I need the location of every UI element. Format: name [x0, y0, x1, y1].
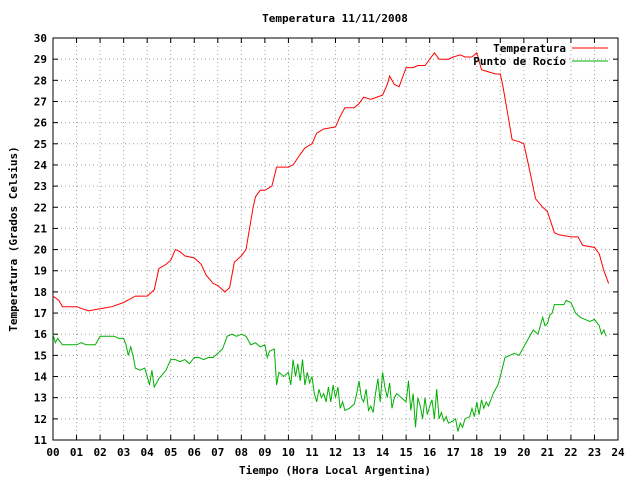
y-tick-label: 23	[34, 180, 47, 193]
x-tick-label: 06	[188, 446, 202, 459]
chart-title: Temperatura 11/11/2008	[262, 12, 408, 25]
y-tick-label: 14	[34, 371, 48, 384]
x-tick-label: 12	[329, 446, 342, 459]
x-tick-label: 04	[141, 446, 155, 459]
x-tick-label: 10	[282, 446, 295, 459]
x-tick-label: 18	[470, 446, 483, 459]
x-tick-label: 16	[423, 446, 437, 459]
series-layer	[52, 51, 610, 432]
series-line-punto-de-rocio	[52, 299, 607, 432]
series-line-temperatura	[52, 51, 610, 312]
y-tick-label: 12	[34, 413, 47, 426]
y-tick-label: 20	[34, 244, 47, 257]
x-tick-label: 13	[352, 446, 365, 459]
x-tick-label: 08	[235, 446, 248, 459]
grid-layer	[53, 38, 618, 440]
x-tick-label: 05	[164, 446, 177, 459]
y-tick-label: 17	[34, 307, 47, 320]
x-tick-label: 23	[588, 446, 601, 459]
y-tick-label: 19	[34, 265, 47, 278]
legend-label: Temperatura	[493, 42, 566, 55]
y-tick-label: 30	[34, 32, 47, 45]
y-tick-label: 27	[34, 95, 47, 108]
x-tick-label: 00	[46, 446, 59, 459]
x-tick-label: 24	[611, 446, 625, 459]
x-tick-label: 20	[517, 446, 530, 459]
y-axis-ticks: 11 12 13 14 15 16 17 18 19 20 21 22 23 24 25 26 27 28 29 30	[34, 32, 618, 447]
y-tick-label: 16	[34, 328, 48, 341]
legend-label: Punto de Rocío	[473, 55, 566, 68]
y-tick-label: 21	[34, 222, 48, 235]
x-tick-label: 15	[400, 446, 413, 459]
x-axis-ticks: 00 01 02 03 04 05 06 07 08 09 10 11 12 13 14 15 16 17 18 19…	[46, 38, 625, 459]
y-tick-label: 15	[34, 349, 47, 362]
y-tick-label: 29	[34, 53, 47, 66]
x-tick-label: 19	[494, 446, 507, 459]
x-tick-label: 09	[258, 446, 271, 459]
y-tick-label: 11	[34, 434, 48, 447]
y-tick-label: 28	[34, 74, 47, 87]
x-tick-label: 01	[70, 446, 84, 459]
y-tick-label: 18	[34, 286, 47, 299]
y-tick-label: 26	[34, 117, 48, 130]
x-tick-label: 02	[93, 446, 106, 459]
x-tick-label: 07	[211, 446, 224, 459]
x-tick-label: 22	[564, 446, 577, 459]
x-tick-label: 03	[117, 446, 130, 459]
x-tick-label: 14	[376, 446, 390, 459]
y-tick-label: 22	[34, 201, 47, 214]
y-tick-label: 13	[34, 392, 47, 405]
y-axis-label: Temperatura (Grados Celsius)	[7, 146, 20, 331]
y-tick-label: 24	[34, 159, 48, 172]
x-axis-label: Tiempo (Hora Local Argentina)	[239, 464, 431, 477]
y-tick-label: 25	[34, 138, 47, 151]
x-tick-label: 11	[305, 446, 319, 459]
x-tick-label: 21	[541, 446, 555, 459]
x-tick-label: 17	[447, 446, 460, 459]
